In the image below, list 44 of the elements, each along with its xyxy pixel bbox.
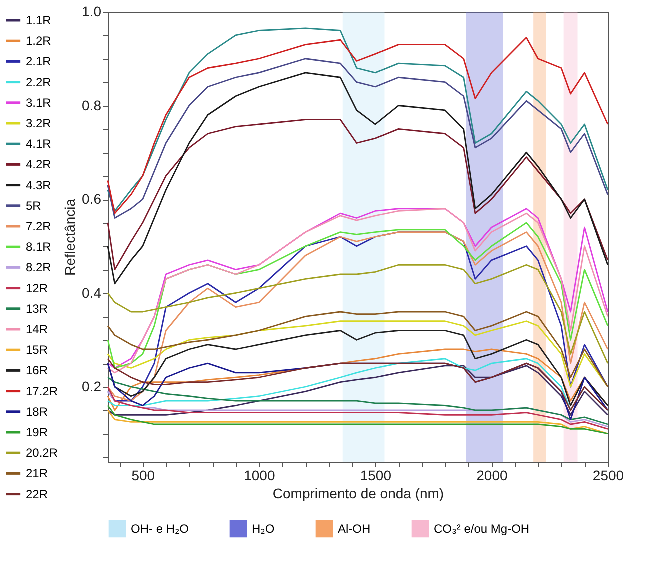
x-tick-label: 500 [132,468,156,484]
legend-label: 8.1R [26,240,52,254]
x-tick-label: 2000 [476,468,508,484]
line-series [107,376,609,426]
x-tick-label: 1000 [244,468,276,484]
y-tick-label: 1.0 [82,4,102,20]
legend-label: 2.2R [26,75,52,90]
line-series [107,72,609,285]
legend-label: 3.1R [26,96,52,110]
legend-label: 14R [26,322,48,336]
y-tick-label: 0.4 [82,284,102,301]
legend-label: 12R [26,281,48,296]
legend-label: H₂O [252,522,275,536]
line-series [107,264,609,364]
legend-label: 16R [26,364,48,378]
legend-label: 22R [26,487,48,502]
x-tick-label: 1500 [360,468,392,484]
legend-label: CO₃² e/ou Mg-OH [434,522,530,536]
legend-label: 21R [26,466,48,481]
legend-label: 17.2R [26,384,58,398]
y-axis-title: Reflectância [62,198,78,276]
legend-label: 1.1R [26,14,52,28]
x-axis-title: Comprimento de onda (nm) [272,486,444,502]
legend-label: 18R [26,404,48,419]
line-series [107,119,609,271]
legend-label: 8.2R [26,260,52,275]
legend-label: OH- e H₂O [131,522,189,536]
legend-label: 5R [26,198,42,213]
legend-label: 4.2R [26,158,52,172]
y-tick-label: 0.2 [82,378,102,394]
legend-label: 7.2R [26,220,52,234]
legend-label: 4.1R [26,137,52,152]
legend-label: 15R [26,343,48,358]
legend-label: 13R [26,302,48,316]
legend-label: Al-OH [338,522,371,536]
legend-label: 1.2R [26,34,52,48]
legend-label: 2.1R [26,54,52,69]
y-tick-label: 0.6 [82,191,102,207]
legend-label: 4.3R [26,178,52,192]
legend-label: 19R [26,426,48,440]
legend-label: 20.2R [26,446,58,460]
legend-label: 3.2R [26,116,52,130]
y-tick-label: 0.8 [82,97,102,114]
x-tick-label: 2500 [592,468,624,484]
